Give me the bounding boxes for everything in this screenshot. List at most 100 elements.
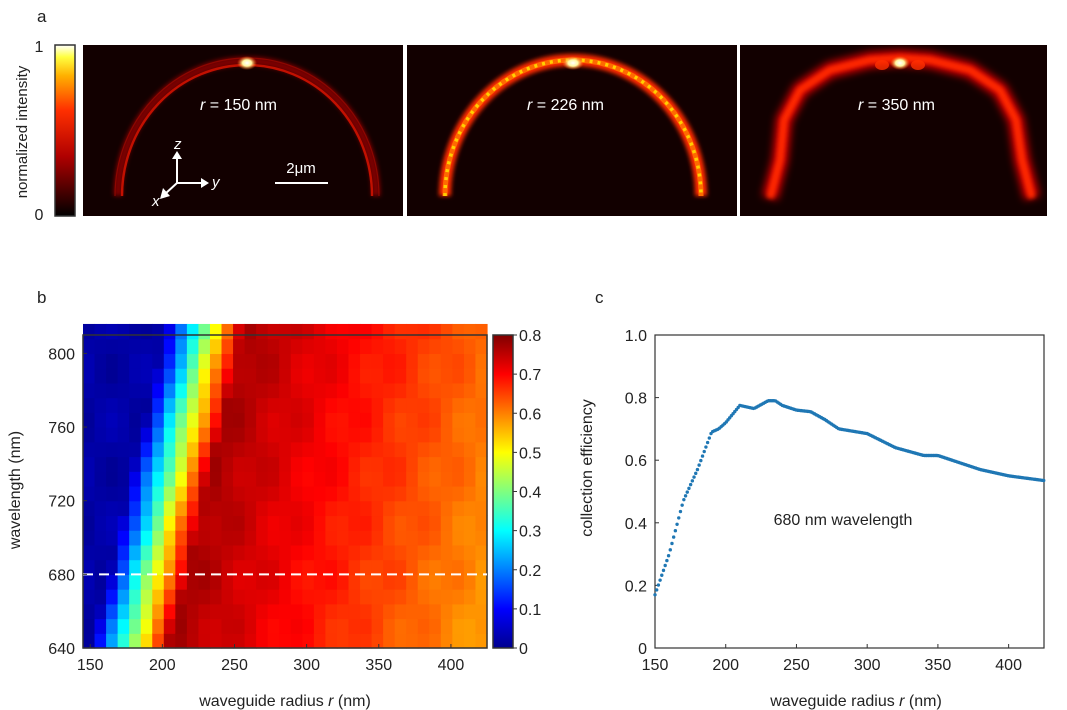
heatmap-cell (290, 574, 303, 590)
heatmap-cell (463, 397, 477, 413)
heatmap-cell (348, 515, 361, 531)
intensity-image-r226 (407, 45, 737, 216)
heatmap-cell (117, 441, 130, 458)
heatmap-cell (440, 633, 453, 649)
heatmap-cell (106, 382, 119, 399)
heatmap-cell (94, 427, 107, 443)
heatmap-cell (117, 338, 130, 355)
heatmap-cell (394, 353, 407, 369)
heatmap-cell (371, 427, 384, 443)
heatmap-cell (336, 559, 350, 575)
heatmap-cell (302, 456, 315, 472)
heatmap-cell (475, 441, 488, 458)
heatmap-cell (233, 456, 246, 472)
heatmap-cell (417, 485, 430, 502)
heatmap-cell (394, 559, 407, 575)
y-tick-label: 0.2 (625, 578, 647, 595)
heatmap-cell (360, 515, 373, 531)
heatmap-cell (440, 338, 453, 355)
heatmap-cell (83, 397, 96, 413)
heatmap-cell (406, 397, 419, 413)
data-point (697, 463, 701, 467)
heatmap-cell (106, 441, 119, 458)
heatmap-cell (256, 456, 269, 472)
heatmap-cell (256, 485, 269, 502)
heatmap-cell (440, 515, 453, 531)
heatmap-cell (186, 589, 200, 605)
heatmap-cell (152, 485, 165, 502)
heatmap-cell (129, 412, 142, 428)
heatmap-cell (117, 353, 130, 369)
heatmap-cell (186, 353, 200, 369)
heatmap-cell (302, 397, 315, 413)
heatmap-cell (417, 471, 430, 487)
colorbar-tick-label: 0.5 (519, 445, 541, 462)
heatmap-cell (233, 589, 246, 605)
heatmap-cell (244, 338, 257, 355)
heatmap-cell (94, 515, 107, 531)
heatmap-cell (175, 397, 188, 413)
heatmap-cell (129, 544, 142, 561)
heatmap-cell (198, 603, 211, 620)
heatmap-cell (233, 382, 246, 399)
scatter-y-ticks: 0 0.2 0.4 0.6 0.8 1.0 (625, 328, 659, 658)
heatmap-cell (117, 515, 130, 531)
heatmap-cell (106, 353, 119, 369)
heatmap-cell (106, 368, 119, 384)
heatmap-cell (360, 368, 373, 384)
heatmap-cell (348, 323, 361, 340)
colorbar-tick-label: 0.6 (519, 406, 541, 423)
heatmap-cell (117, 618, 130, 634)
heatmap-cell (186, 544, 200, 561)
heatmap-cell (152, 530, 165, 546)
heatmap-cell (94, 338, 107, 355)
heatmap-cell (244, 471, 257, 487)
heatmap-cell (325, 603, 338, 620)
axis-x-label: x (151, 193, 160, 210)
heatmap-cell (175, 618, 188, 634)
heatmap-cell (336, 471, 350, 487)
heatmap-cell (383, 559, 396, 575)
heatmap-cell (279, 368, 292, 384)
x-tick-label: 400 (438, 657, 465, 674)
heatmap-cell (475, 618, 488, 634)
heatmap-cell (452, 618, 465, 634)
heatmap-cell (94, 574, 107, 590)
heatmap-cell (83, 589, 96, 605)
heatmap-cell (325, 471, 338, 487)
heatmap-cell (417, 574, 430, 590)
heatmap-cell (348, 441, 361, 458)
x-tick-label: 250 (221, 657, 248, 674)
heatmap-cell (152, 471, 165, 487)
heatmap-cell (452, 574, 465, 590)
heatmap-cell (106, 618, 119, 634)
heatmap-cell (209, 412, 223, 428)
heatmap-cell (313, 618, 326, 634)
heatmap-cell (290, 456, 303, 472)
heatmap-cell (336, 530, 350, 546)
heatmap-cell (129, 471, 142, 487)
heatmap-cell (429, 603, 442, 620)
heatmap-cell (325, 382, 338, 399)
heatmap-cell (417, 618, 430, 634)
heatmap-cell (267, 323, 280, 340)
heatmap-cell (279, 618, 292, 634)
heatmap-cell (233, 618, 246, 634)
heatmap-cell (175, 515, 188, 531)
heatmap-cell (440, 574, 453, 590)
heatmap-cell (140, 530, 153, 546)
heatmap-cell (417, 412, 430, 428)
heatmap-cell (440, 441, 453, 458)
heatmap-frame (82, 334, 488, 649)
heatmap-cell (336, 633, 350, 649)
heatmap-cell (336, 589, 350, 605)
heatmap-cell (452, 500, 465, 517)
heatmap-cell (394, 382, 407, 399)
heatmap-cell (394, 471, 407, 487)
heatmap-cell (117, 559, 130, 575)
x-tick-label: 300 (293, 657, 320, 674)
heatmap-cell (94, 397, 107, 413)
heatmap-cell (336, 441, 350, 458)
heatmap-cell (209, 589, 223, 605)
heatmap-cell (83, 368, 96, 384)
